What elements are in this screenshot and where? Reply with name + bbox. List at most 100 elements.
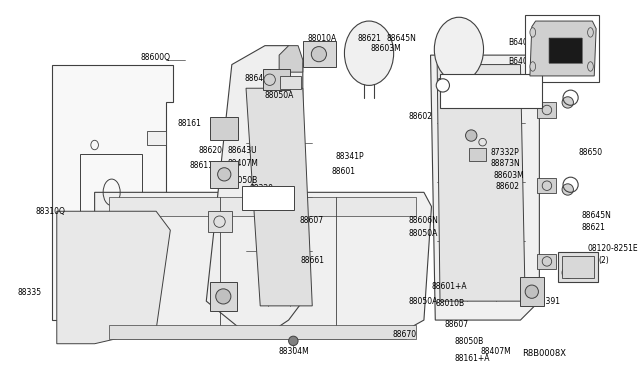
Ellipse shape — [530, 28, 536, 37]
Bar — [303, 41, 336, 67]
Polygon shape — [57, 211, 170, 344]
Text: 88642M: 88642M — [244, 74, 275, 83]
Bar — [280, 76, 301, 89]
Text: 88606N: 88606N — [409, 216, 438, 225]
Text: 88645N: 88645N — [582, 211, 612, 220]
Text: 88692: 88692 — [568, 258, 592, 267]
Bar — [549, 38, 582, 63]
Circle shape — [218, 168, 231, 181]
Bar — [469, 148, 486, 161]
Bar — [538, 178, 556, 193]
Bar — [538, 102, 556, 118]
Text: 88161: 88161 — [178, 119, 202, 128]
Text: 88650: 88650 — [578, 148, 602, 157]
Text: 88602: 88602 — [496, 182, 520, 191]
Text: B6400N: B6400N — [508, 57, 538, 66]
Polygon shape — [147, 131, 166, 145]
Polygon shape — [431, 55, 540, 320]
Bar — [210, 282, 237, 311]
Text: 88050A: 88050A — [409, 229, 438, 238]
Text: 88603M: 88603M — [371, 44, 402, 53]
Bar — [538, 254, 556, 269]
Circle shape — [311, 46, 326, 62]
Text: 88873N: 88873N — [490, 159, 520, 168]
Ellipse shape — [530, 62, 536, 71]
Text: 08120-8251E: 08120-8251E — [588, 244, 638, 253]
Bar — [558, 252, 598, 282]
Text: 88050A: 88050A — [409, 297, 438, 307]
Bar — [243, 186, 294, 210]
Text: 88620: 88620 — [198, 146, 223, 155]
Text: 88661: 88661 — [301, 256, 325, 265]
Text: 88010B: 88010B — [435, 299, 465, 308]
Bar — [440, 74, 542, 108]
Circle shape — [562, 184, 573, 195]
Bar — [562, 256, 595, 278]
Text: 88607: 88607 — [299, 216, 323, 225]
Text: 88391: 88391 — [536, 297, 561, 307]
Bar — [81, 154, 142, 249]
Polygon shape — [147, 197, 166, 211]
Polygon shape — [95, 192, 431, 339]
Circle shape — [562, 267, 573, 278]
Text: 88621: 88621 — [358, 34, 381, 43]
Ellipse shape — [435, 17, 484, 81]
Bar — [263, 69, 289, 90]
Ellipse shape — [588, 28, 593, 37]
Circle shape — [562, 97, 573, 108]
Text: 88621: 88621 — [582, 222, 606, 232]
Polygon shape — [437, 65, 525, 301]
Text: (TRIM): (TRIM) — [250, 193, 275, 202]
Polygon shape — [206, 46, 303, 330]
Circle shape — [216, 289, 231, 304]
Text: 88601+A: 88601+A — [431, 282, 467, 291]
Text: 88603M: 88603M — [493, 171, 524, 180]
Text: 88341P: 88341P — [336, 152, 365, 161]
Text: 98010D: 98010D — [457, 100, 487, 109]
Polygon shape — [246, 88, 312, 306]
Text: 88161+A: 88161+A — [454, 354, 490, 363]
Text: 88600Q: 88600Q — [140, 53, 170, 62]
Bar — [210, 161, 239, 187]
Bar — [210, 117, 239, 140]
Text: 88407M: 88407M — [481, 347, 511, 356]
Polygon shape — [109, 197, 417, 216]
Text: B6400N: B6400N — [508, 38, 538, 47]
Bar — [549, 38, 582, 63]
Text: 88601: 88601 — [331, 167, 355, 176]
Text: 88050B: 88050B — [454, 337, 483, 346]
Text: 87332P: 87332P — [490, 148, 519, 157]
Ellipse shape — [344, 21, 394, 86]
Text: 89407M: 89407M — [227, 159, 258, 168]
Text: 88050A: 88050A — [568, 273, 597, 282]
Text: R8B0008X: R8B0008X — [522, 349, 566, 358]
Bar — [208, 211, 232, 232]
Text: 88670: 88670 — [393, 330, 417, 339]
Text: 88611M: 88611M — [189, 161, 220, 170]
Text: 88304M: 88304M — [278, 347, 309, 356]
Text: 88335: 88335 — [17, 288, 41, 297]
Text: 88643U: 88643U — [227, 146, 257, 155]
Text: 091AD-6121A: 091AD-6121A — [447, 80, 499, 89]
Text: 88050B: 88050B — [229, 176, 259, 185]
Text: (2): (2) — [598, 256, 609, 265]
Polygon shape — [52, 65, 173, 330]
Text: 88010A: 88010A — [308, 34, 337, 43]
Bar — [525, 15, 599, 81]
Text: 88050A: 88050A — [265, 91, 294, 100]
Text: B: B — [438, 78, 442, 84]
Text: (2): (2) — [460, 89, 470, 98]
Text: 88645N: 88645N — [386, 34, 416, 43]
Polygon shape — [530, 21, 596, 76]
Bar — [528, 63, 549, 81]
Polygon shape — [279, 46, 303, 72]
Text: 88320: 88320 — [250, 184, 274, 193]
Bar — [520, 278, 544, 306]
Text: 88602: 88602 — [409, 112, 433, 121]
Circle shape — [525, 285, 538, 298]
Circle shape — [289, 336, 298, 346]
Circle shape — [436, 79, 449, 92]
Text: 88607: 88607 — [445, 320, 469, 329]
Polygon shape — [109, 325, 417, 339]
Circle shape — [465, 130, 477, 141]
